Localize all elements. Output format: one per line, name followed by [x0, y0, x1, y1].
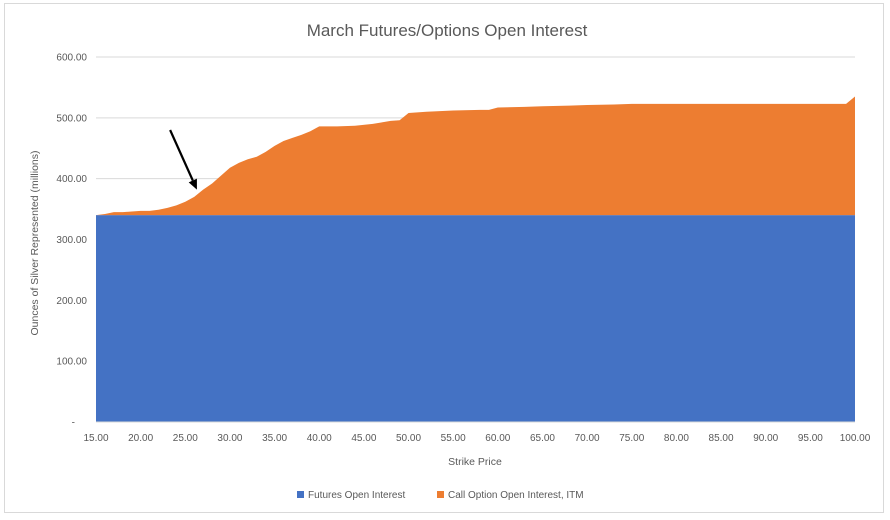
x-tick-label: 95.00 [798, 433, 823, 444]
x-axis-ticks: 15.00 20.00 25.00 30.00 35.00 40.00 45.00 50.00… [83, 421, 871, 444]
y-axis-ticks: - 100.00 200.00 300.00 400.00 500.00 600.00 [56, 53, 87, 429]
call-option-open-interest-area [96, 96, 855, 216]
legend-label: Futures Open Interest [308, 490, 405, 501]
y-tick-label: 200.00 [56, 296, 87, 307]
y-tick-label: 400.00 [56, 174, 87, 185]
y-tick-label: 300.00 [56, 235, 87, 246]
x-tick-label: 40.00 [307, 433, 332, 444]
x-tick-label: 55.00 [441, 433, 466, 444]
futures-open-interest-area [96, 215, 855, 422]
x-tick-label: 50.00 [396, 433, 421, 444]
x-tick-label: 90.00 [753, 433, 778, 444]
x-tick-label: 100.00 [840, 433, 871, 444]
legend-swatch [297, 491, 304, 498]
y-axis-label: Ounces of Silver Represented (millions) [29, 151, 41, 336]
chart-title: March Futures/Options Open Interest [307, 21, 588, 40]
legend: Futures Open Interest Call Option Open In… [297, 490, 584, 501]
x-axis-label: Strike Price [448, 456, 502, 468]
y-tick-label: 100.00 [56, 357, 87, 368]
x-tick-label: 35.00 [262, 433, 287, 444]
chart-svg: March Futures/Options Open Interest - 100… [29, 21, 871, 501]
legend-label: Call Option Open Interest, ITM [448, 490, 584, 501]
legend-swatch [437, 491, 444, 498]
x-tick-label: 30.00 [217, 433, 242, 444]
annotations [169, 129, 197, 190]
x-tick-label: 25.00 [173, 433, 198, 444]
y-tick-label: 500.00 [56, 113, 87, 124]
x-tick-label: 75.00 [619, 433, 644, 444]
x-tick-label: 65.00 [530, 433, 555, 444]
annotation-arrow-head [188, 178, 197, 190]
x-tick-label: 60.00 [485, 433, 510, 444]
y-tick-label: - [72, 418, 75, 429]
x-tick-label: 80.00 [664, 433, 689, 444]
x-tick-label: 15.00 [83, 433, 108, 444]
x-tick-label: 45.00 [351, 433, 376, 444]
x-tick-label: 20.00 [128, 433, 153, 444]
chart-frame: March Futures/Options Open Interest - 100… [4, 3, 884, 513]
x-tick-label: 70.00 [575, 433, 600, 444]
y-tick-label: 600.00 [56, 53, 87, 64]
plot-area [96, 96, 855, 422]
x-tick-label: 85.00 [709, 433, 734, 444]
annotation-arrow-shaft [169, 129, 194, 181]
